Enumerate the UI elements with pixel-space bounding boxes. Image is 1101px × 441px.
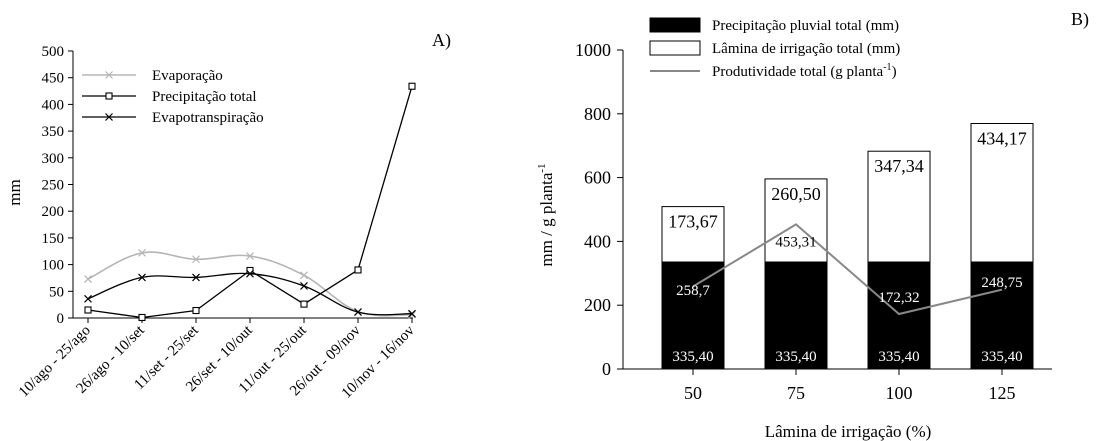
data-point [408, 82, 416, 90]
bar-precipitation-label: 335,40 [878, 349, 919, 365]
bar-irrigation [661, 206, 725, 263]
y-tick-label: 200 [42, 204, 65, 220]
legend-label: Lâmina de irrigação total (mm) [712, 41, 900, 57]
y-tick-label: 50 [49, 284, 64, 300]
data-point [408, 309, 416, 318]
data-point [84, 275, 92, 283]
bar-irrigation-label: 434,17 [977, 129, 1027, 149]
x-tick-label: 50 [684, 383, 702, 403]
bar-irrigation [867, 150, 931, 263]
data-point [84, 294, 92, 303]
x-tick-label: 100 [886, 383, 913, 403]
y-axis-title: mm / g planta-1 [536, 163, 556, 266]
data-point [354, 266, 362, 274]
productivity-label: 453,31 [775, 234, 816, 250]
data-point [354, 308, 362, 317]
y-tick-label: 150 [42, 231, 65, 247]
productivity-label: 258,7 [676, 283, 710, 299]
data-point [192, 306, 200, 315]
y-tick-label: 600 [584, 168, 611, 188]
y-axis-title-main: mm / g planta [537, 172, 556, 266]
chart-b: 0 200 400 600 800 1000 50 75 100 125 Lâmina de irr… [536, 9, 1089, 441]
y-tick-label: 1000 [575, 40, 611, 60]
legend-marker [105, 92, 113, 100]
y-axis-title-sup: -1 [536, 163, 548, 172]
productivity-label: 248,75 [981, 275, 1022, 291]
productivity-line [692, 223, 1003, 316]
legend-label: Evapotranspiração [152, 110, 264, 126]
legend-label: Evaporação [152, 68, 223, 84]
y-tick-label: 200 [584, 295, 611, 315]
data-point [408, 310, 416, 319]
legend-swatch-irrigation [649, 40, 701, 56]
data-point [138, 273, 146, 282]
bar-precipitation-label: 335,40 [981, 349, 1022, 365]
x-axis-title: Lâmina de irrigação (%) [765, 422, 932, 441]
data-point [138, 248, 146, 257]
y-axis-title: mm [5, 179, 24, 205]
bar-precipitation [661, 261, 725, 370]
data-point [192, 255, 200, 264]
legend-label-productivity-sup: -1 [883, 62, 891, 73]
data-point [84, 306, 92, 314]
bar-irrigation-label: 347,34 [874, 156, 924, 176]
legend-marker [105, 71, 113, 79]
bar-precipitation [970, 261, 1034, 370]
y-tick-label: 0 [57, 311, 65, 327]
legend-label-productivity-main: Produtividade total (g planta [712, 64, 884, 80]
legend-label-productivity-tail: ) [892, 64, 897, 80]
series-line-3 [87, 272, 413, 316]
y-tick-label: 0 [602, 359, 611, 379]
y-tick-label: 400 [584, 231, 611, 251]
y-tick-label: 450 [42, 71, 65, 87]
y-tick-label: 350 [42, 124, 65, 140]
panel-label: B) [1071, 9, 1089, 30]
x-tick-label: 125 [989, 383, 1016, 403]
bar-precipitation [867, 261, 931, 370]
legend-label: Precipitação pluvial total (mm) [712, 18, 899, 34]
x-tick-label: 75 [787, 383, 805, 403]
series-line-1 [87, 251, 413, 317]
bar-precipitation-label: 335,40 [672, 349, 713, 365]
legend-label-productivity: Produtividade total (g planta-1) [712, 62, 897, 80]
legend-marker [105, 113, 113, 121]
panel-label: A) [432, 30, 451, 51]
y-tick-label: 500 [42, 44, 65, 60]
productivity-label: 172,32 [878, 290, 919, 306]
bar-irrigation-label: 173,67 [668, 212, 718, 232]
bar-precipitation-label: 335,40 [775, 349, 816, 365]
data-point [246, 266, 254, 275]
y-tick-label: 250 [42, 178, 65, 194]
data-point [192, 273, 200, 282]
data-point [300, 271, 308, 280]
bar-irrigation-label: 260,50 [771, 184, 821, 204]
data-point [246, 269, 254, 278]
y-tick-label: 400 [42, 97, 65, 113]
data-point [138, 313, 146, 322]
y-tick-label: 800 [584, 104, 611, 124]
legend-swatch-precipitation [649, 17, 701, 33]
legend-label: Precipitação total [152, 89, 257, 105]
bar-irrigation [970, 123, 1034, 263]
y-tick-label: 100 [42, 258, 65, 274]
bar-irrigation [764, 178, 828, 263]
data-point [246, 252, 254, 260]
y-tick-label: 300 [42, 151, 65, 167]
data-point [300, 300, 308, 308]
data-point [300, 282, 308, 290]
